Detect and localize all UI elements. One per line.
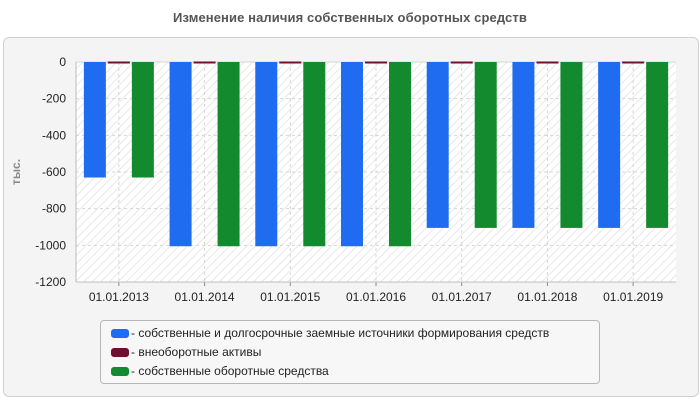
y-tick-label: 0 (59, 55, 66, 69)
y-tick-label: -1200 (35, 275, 66, 289)
chart-title: Изменение наличия собственных оборотных … (173, 10, 527, 25)
bar (365, 61, 387, 64)
bar (560, 62, 583, 228)
legend-label: - собственные оборотные средства (131, 364, 329, 378)
x-tick-label: 01.01.2015 (260, 290, 320, 304)
legend-swatch (111, 366, 129, 376)
legend: - собственные и долгосрочные заемные ист… (100, 320, 600, 384)
bar (450, 61, 473, 64)
legend-label: - внеоборотные активы (131, 345, 262, 359)
x-tick-label: 01.01.2017 (432, 290, 492, 304)
legend-swatch (111, 328, 129, 338)
bar (646, 62, 669, 228)
x-tick-label: 01.01.2013 (89, 290, 149, 304)
legend-swatch (111, 347, 129, 357)
bar (389, 62, 411, 247)
bar (426, 62, 449, 228)
bar (622, 61, 645, 64)
y-tick-label: -1000 (35, 238, 66, 252)
bar (107, 61, 130, 64)
y-axis-label: тыс. (9, 159, 23, 185)
y-tick-label: -600 (42, 165, 66, 179)
x-tick-label: 01.01.2018 (517, 290, 577, 304)
bar (279, 61, 302, 64)
y-tick-label: -400 (42, 128, 66, 142)
legend-item: - собственные оборотные средства (111, 363, 329, 379)
bar (512, 62, 535, 228)
y-tick-labels: 0 -200 -400 -600 -800 -1000 -1200 (35, 55, 66, 289)
legend-label: - собственные и долгосрочные заемные ист… (131, 326, 550, 340)
bar (83, 62, 106, 178)
x-tick-label: 01.01.2019 (603, 290, 663, 304)
bar (341, 62, 363, 247)
legend-item: - собственные и долгосрочные заемные ист… (111, 325, 549, 341)
x-tick-label: 01.01.2014 (175, 290, 235, 304)
y-tick-label: -800 (42, 202, 66, 216)
legend-item: - внеоборотные активы (111, 344, 261, 360)
bar (131, 62, 154, 178)
bar (303, 62, 326, 247)
x-tick-labels: 01.01.2013 01.01.2014 01.01.2015 01.01.2016… (89, 290, 664, 304)
x-tick-label: 01.01.2016 (346, 290, 406, 304)
bar (169, 62, 192, 247)
bar (474, 62, 497, 228)
bar (536, 61, 559, 64)
bars (83, 61, 669, 247)
bar (193, 61, 216, 64)
y-tick-label: -200 (42, 92, 66, 106)
bar (598, 62, 621, 228)
bar (217, 62, 240, 247)
bar (255, 62, 278, 247)
